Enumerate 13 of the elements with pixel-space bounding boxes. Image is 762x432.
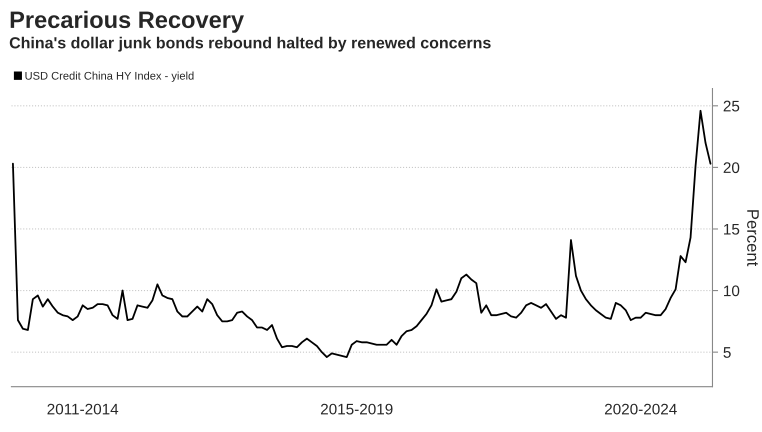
x-tick-label: 2011-2014	[47, 404, 118, 415]
line-series	[12, 110, 712, 358]
y-tick-label: 20	[724, 162, 740, 174]
y-tick-label: 10	[724, 285, 740, 296]
y-tick-label: 15	[724, 224, 740, 235]
y-tick-label: 5	[724, 347, 731, 358]
x-tick-label: 2020-2024	[604, 404, 677, 415]
y-tick-label: 25	[724, 100, 740, 112]
x-tick-label: 2015-2019	[320, 404, 393, 415]
legend-label: USD Credit China HY Index - yield	[25, 72, 194, 82]
chart-subtitle: China's dollar junk bonds rebound halted by renewed concerns	[10, 36, 491, 52]
chart-title: Precarious Recovery	[10, 10, 244, 33]
y-axis-title: Percent	[747, 210, 759, 266]
